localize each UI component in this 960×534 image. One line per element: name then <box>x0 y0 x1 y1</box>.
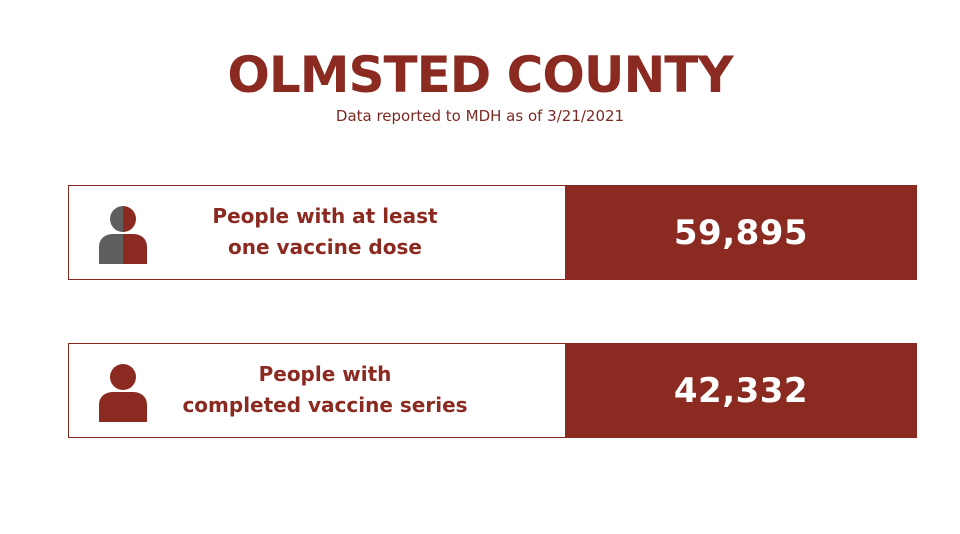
stat-value-panel: 42,332 <box>565 343 917 438</box>
stat-value-one-dose: 59,895 <box>673 212 809 253</box>
stat-label-panel: People with completed vaccine series <box>68 343 565 438</box>
stat-label-line: People with at least <box>212 204 438 228</box>
filled-person-icon <box>99 364 147 422</box>
stat-value-completed-series: 42,332 <box>673 370 809 411</box>
stat-label-line: People with <box>258 362 392 386</box>
half-filled-person-icon <box>99 206 147 264</box>
stat-label-line: completed vaccine series <box>182 393 468 417</box>
stat-card-completed-series: People with completed vaccine series 42,… <box>68 343 917 438</box>
data-reported-date: Data reported to MDH as of 3/21/2021 <box>335 107 625 125</box>
stat-card-one-dose: People with at least one vaccine dose 59… <box>68 185 917 280</box>
stat-label-line: one vaccine dose <box>228 235 422 259</box>
stat-label: People with completed vaccine series <box>169 344 481 436</box>
stat-label-panel: People with at least one vaccine dose <box>68 185 565 280</box>
stat-label: People with at least one vaccine dose <box>169 186 481 278</box>
page-title: OLMSTED COUNTY <box>227 46 733 104</box>
stat-value-panel: 59,895 <box>565 185 917 280</box>
